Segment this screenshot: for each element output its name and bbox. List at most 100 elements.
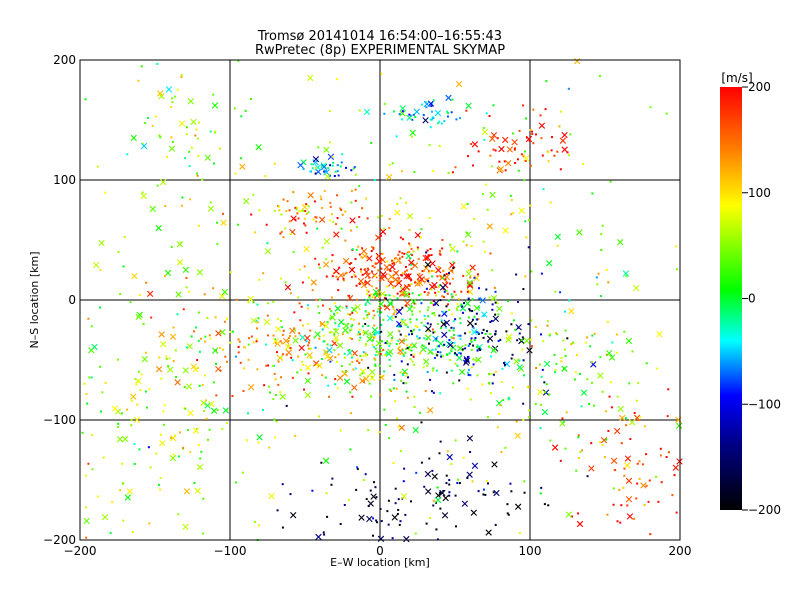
data-point-x (424, 261, 432, 268)
data-point-x (215, 330, 222, 337)
data-point-dot (202, 497, 205, 500)
data-point-dot (428, 216, 431, 219)
data-point-dot (507, 396, 510, 399)
data-point-dot (393, 378, 396, 381)
data-point-dot (376, 310, 379, 313)
data-point-dot (267, 364, 270, 367)
colorbar-tick-label: −100 (748, 397, 781, 411)
data-point-dot (473, 339, 476, 342)
data-point-dot (388, 269, 391, 272)
data-point-dot (570, 343, 573, 346)
data-point-dot (419, 310, 422, 313)
data-point-dot (366, 316, 369, 319)
data-point-dot (432, 391, 435, 394)
data-point-x (600, 437, 608, 444)
data-point-dot (498, 160, 501, 163)
data-point-dot (97, 495, 100, 498)
data-point-dot (327, 384, 330, 387)
data-point-dot (126, 408, 129, 411)
data-point-dot (326, 321, 329, 324)
data-point-dot (561, 417, 564, 420)
data-point-dot (364, 310, 367, 313)
data-point-dot (380, 267, 383, 270)
data-point-x (392, 276, 399, 283)
colorbar-tick-label: 100 (748, 186, 771, 200)
data-point-x (366, 335, 373, 343)
data-point-dot (204, 340, 207, 343)
data-point-dot (339, 207, 342, 210)
data-point-dot (358, 283, 361, 286)
data-point-dot (400, 360, 403, 363)
data-point-dot (438, 285, 441, 288)
data-point-dot (392, 387, 395, 390)
data-point-dot (398, 523, 401, 526)
data-point-dot (426, 249, 429, 252)
data-point-dot (542, 188, 545, 191)
data-point-dot (286, 200, 289, 203)
data-point-dot (600, 249, 603, 252)
data-point-dot (472, 358, 475, 361)
data-point-dot (352, 167, 355, 170)
data-point-dot (396, 292, 399, 295)
data-point-dot (645, 484, 648, 487)
data-point-dot (400, 286, 403, 289)
data-point-dot (414, 116, 417, 119)
data-point-dot (348, 263, 351, 266)
data-point-dot (423, 314, 426, 317)
data-point-dot (362, 355, 365, 358)
data-point-dot (365, 498, 368, 501)
data-point-x (91, 343, 98, 351)
data-point-dot (367, 290, 370, 293)
data-point-x (588, 465, 595, 472)
data-point-dot (349, 391, 352, 394)
data-point-dot (450, 350, 453, 353)
data-point-dot (607, 281, 610, 284)
data-point-x (489, 135, 496, 143)
data-point-dot (501, 367, 504, 370)
data-point-dot (426, 293, 429, 296)
data-point-dot (399, 353, 402, 356)
data-point-dot (336, 194, 339, 197)
data-point-dot (329, 317, 332, 320)
data-point-x (250, 317, 258, 324)
data-point-dot (339, 522, 342, 525)
data-point-dot (410, 353, 413, 356)
data-point-dot (660, 481, 663, 484)
data-point-dot (459, 117, 462, 120)
data-point-dot (344, 210, 347, 213)
data-point-dot (446, 112, 449, 115)
colorbar (720, 87, 742, 510)
data-point-dot (170, 245, 173, 248)
data-point-dot (633, 517, 636, 520)
data-point-x (289, 327, 296, 335)
data-point-x (332, 334, 340, 342)
data-point-dot (372, 317, 375, 320)
data-point-x (466, 471, 473, 478)
data-point-dot (219, 346, 222, 349)
data-point-dot (384, 354, 387, 357)
data-point-dot (379, 307, 382, 310)
data-point-dot (598, 75, 601, 78)
data-point-dot (409, 279, 412, 282)
data-point-x (247, 295, 254, 303)
data-point-dot (247, 343, 250, 346)
data-point-dot (171, 97, 174, 100)
data-point-dot (504, 169, 507, 172)
data-point-dot (252, 341, 255, 344)
data-point-dot (255, 340, 258, 343)
data-point-dot (117, 250, 120, 253)
data-point-x (398, 338, 405, 345)
data-point-dot (272, 398, 275, 401)
data-point-dot (279, 391, 282, 394)
data-point-dot (316, 363, 319, 366)
data-point-dot (262, 408, 265, 411)
data-point-dot (354, 199, 357, 202)
data-point-dot (120, 412, 123, 415)
data-point-dot (577, 434, 580, 437)
data-point-dot (373, 336, 376, 339)
data-point-dot (469, 398, 472, 401)
data-point-dot (543, 503, 546, 506)
data-point-dot (423, 290, 426, 293)
data-point-dot (481, 331, 484, 334)
data-point-x (490, 347, 497, 354)
